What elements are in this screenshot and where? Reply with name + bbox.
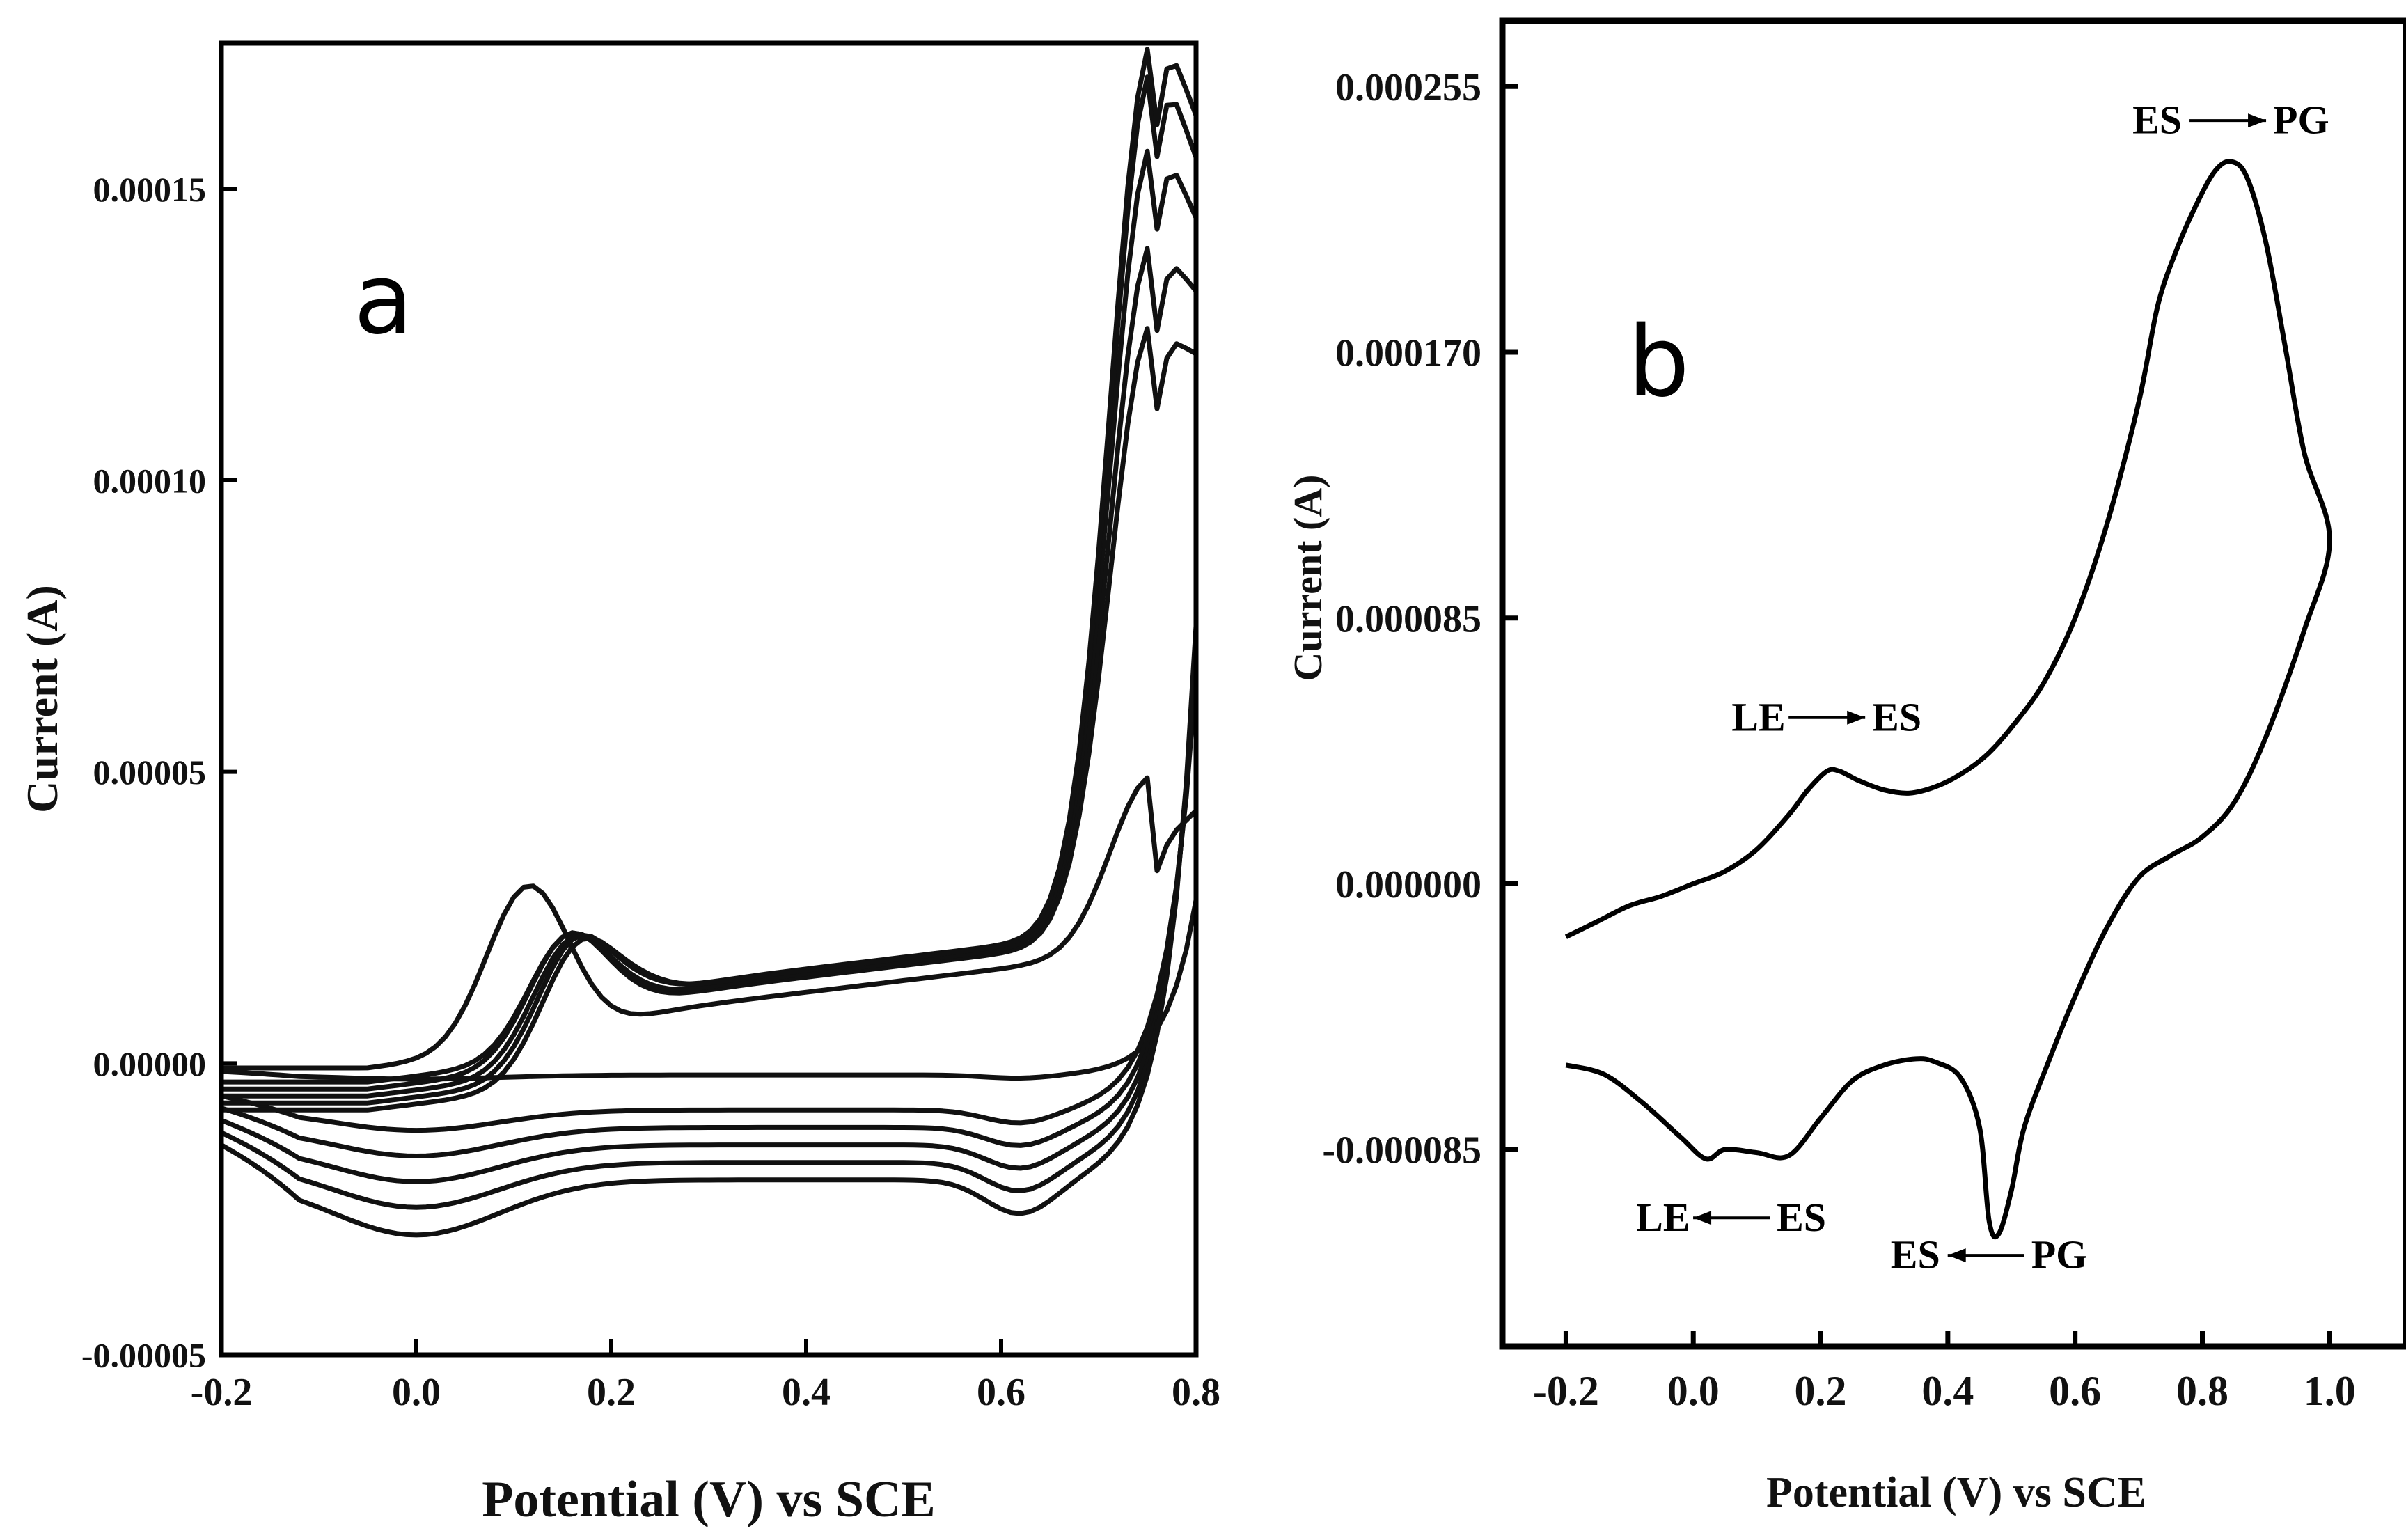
panel-b-x-tick-label: 0.6 bbox=[2049, 1368, 2101, 1414]
panel-b-annotation-arrowhead bbox=[1947, 1248, 1966, 1263]
panel-b-annotation-label: PG bbox=[2031, 1232, 2088, 1278]
panel-b-annotation-label: PG bbox=[2273, 97, 2329, 143]
panel-b-annotation-label: ES bbox=[1777, 1195, 1826, 1240]
panel-b-series-line bbox=[1564, 159, 2332, 1240]
panel-a-ticks: -0.2 0.0 0.2 0.4 0.6 0.8 -0.00005 0.00000 0.0000… bbox=[81, 170, 1220, 1414]
panel-b-annotation-label: LE bbox=[1731, 694, 1785, 739]
panel-a-x-tick-label: 0.8 bbox=[1172, 1371, 1220, 1414]
panel-a-y-tick-label: 0.00015 bbox=[93, 170, 207, 209]
panel-b-x-tick-label: 0.2 bbox=[1795, 1368, 1847, 1414]
panel-a-x-tick-label: 0.6 bbox=[977, 1371, 1025, 1414]
panel-b: -0.2 0.0 0.2 0.4 0.6 0.8 1.0 -0.000085 0.000000 0… bbox=[1285, 17, 2406, 1516]
panel-a-y-tick-label: -0.00005 bbox=[81, 1336, 206, 1375]
panel-b-annotation-label: ES bbox=[2132, 97, 2182, 143]
panel-a: -0.2 0.0 0.2 0.4 0.6 0.8 -0.00005 0.00000 0.0000… bbox=[17, 40, 1220, 1528]
panel-b-y-tick-label: 0.000000 bbox=[1335, 863, 1481, 906]
panel-a-x-tick-label: 0.0 bbox=[392, 1371, 441, 1414]
panel-a-x-tick-label: 0.2 bbox=[587, 1371, 636, 1414]
panel-a-y-tick-label: 0.00005 bbox=[93, 753, 207, 792]
panel-a-y-tick-label: 0.00010 bbox=[93, 462, 207, 501]
panel-b-y-tick-label: 0.000255 bbox=[1335, 66, 1481, 109]
panel-b-frame bbox=[1499, 17, 2406, 1350]
panel-b-y-tick-label: 0.000170 bbox=[1335, 332, 1481, 375]
panel-b-annotations: ES PG LE ES LE ES ES PG bbox=[1636, 97, 2329, 1278]
panel-b-ticks: -0.2 0.0 0.2 0.4 0.6 0.8 1.0 -0.000085 0.000000 0… bbox=[1322, 66, 2355, 1414]
panel-b-x-tick-label: 0.8 bbox=[2176, 1368, 2228, 1414]
panel-b-curves bbox=[1564, 159, 2332, 1240]
panel-b-x-axis-label: Potential (V) vs SCE bbox=[1766, 1469, 2146, 1516]
panel-b-x-tick-label: 0.0 bbox=[1667, 1368, 1720, 1414]
panel-a-letter: a bbox=[354, 243, 414, 356]
panel-b-letter: b bbox=[1628, 306, 1690, 419]
panel-a-x-tick-label: 0.4 bbox=[782, 1371, 831, 1414]
panel-a-frame bbox=[219, 40, 1199, 1358]
panel-b-annotation-arrowhead bbox=[2248, 113, 2267, 128]
panel-b-x-tick-label: 1.0 bbox=[2304, 1368, 2356, 1414]
panel-b-annotation-label: ES bbox=[1891, 1232, 1940, 1278]
panel-b-y-tick-label: 0.000085 bbox=[1335, 597, 1481, 641]
panel-b-x-tick-label: -0.2 bbox=[1533, 1368, 1599, 1414]
panel-b-x-tick-label: 0.4 bbox=[1921, 1368, 1974, 1414]
panel-a-y-tick-label: 0.00000 bbox=[93, 1044, 207, 1083]
panel-b-annotation-label: ES bbox=[1872, 694, 1921, 739]
panel-b-annotation-arrowhead bbox=[1847, 710, 1866, 725]
panel-b-y-axis-label: Current (A) bbox=[1285, 475, 1330, 682]
panel-a-x-tick-label: -0.2 bbox=[191, 1371, 253, 1414]
panel-b-annotation-arrowhead bbox=[1693, 1211, 1712, 1225]
panel-b-y-tick-label: -0.000085 bbox=[1322, 1129, 1481, 1172]
panel-a-y-axis-label: Current (A) bbox=[17, 585, 67, 813]
panel-b-annotation-label: LE bbox=[1636, 1195, 1690, 1240]
panel-a-x-axis-label: Potential (V) vs SCE bbox=[482, 1471, 936, 1528]
